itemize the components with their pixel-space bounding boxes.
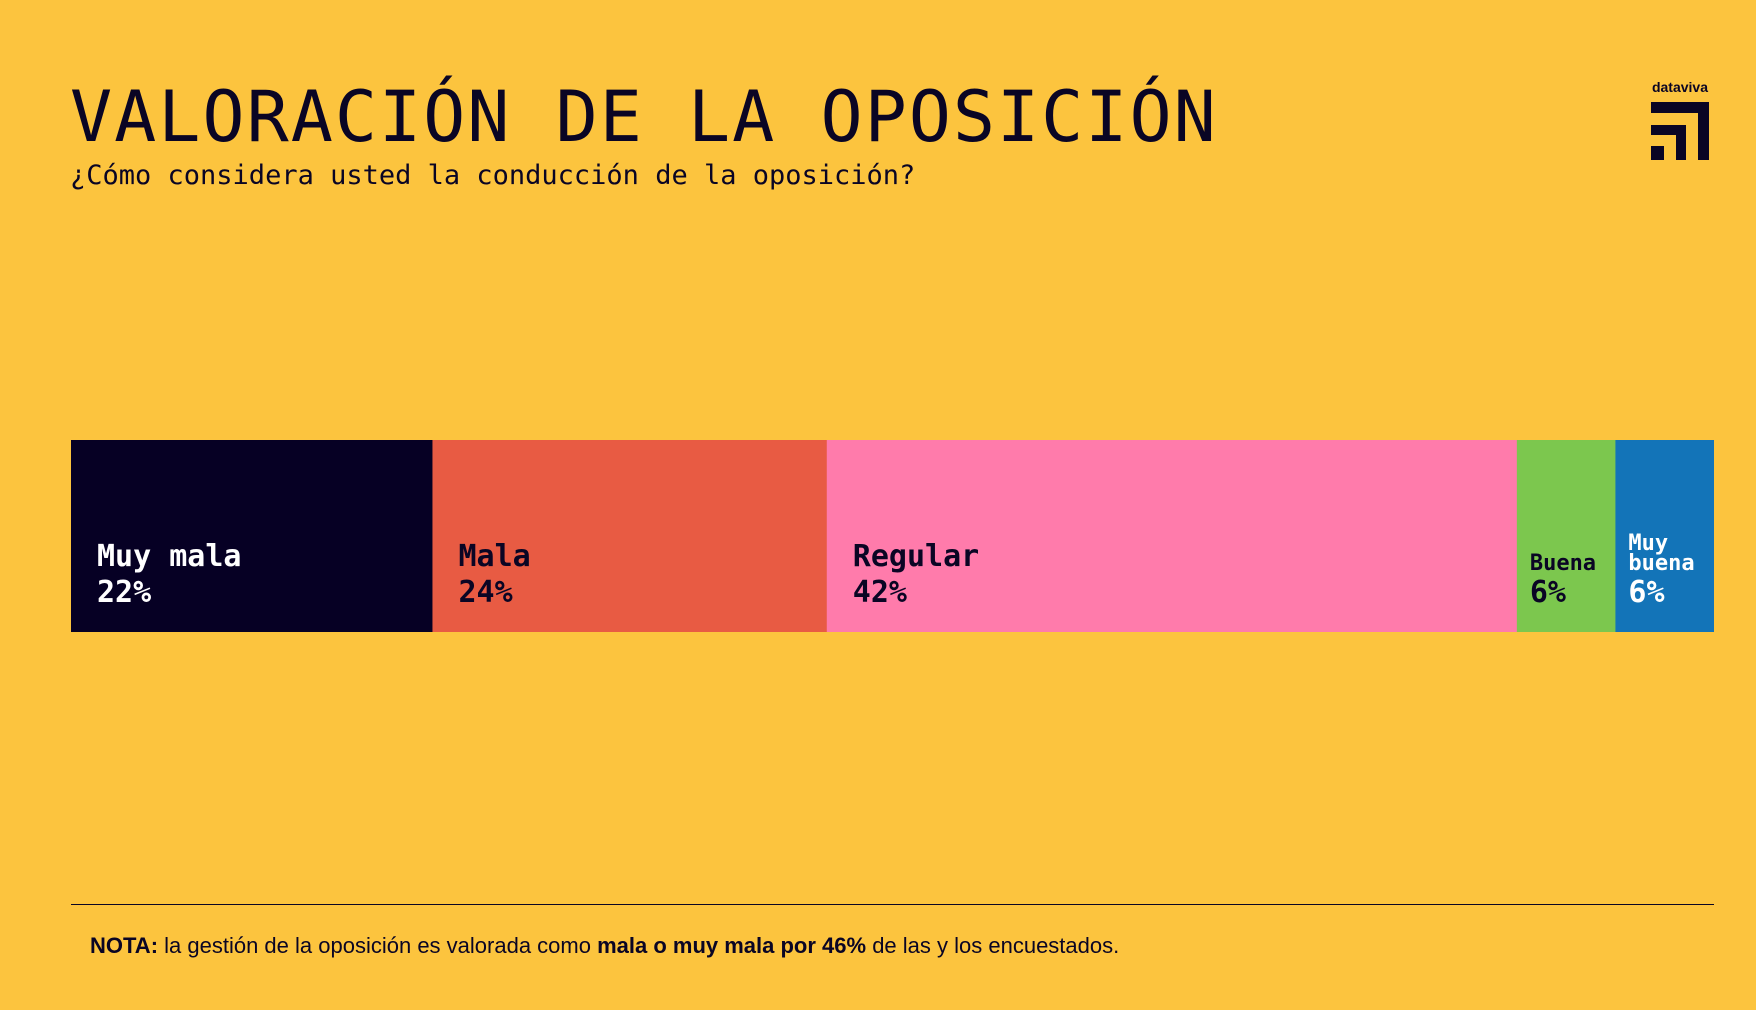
bar-segment-mala	[432, 440, 828, 632]
category-label-regular: Regular	[853, 539, 979, 574]
category-label-buena: Buena	[1530, 551, 1596, 576]
note-emphasis: mala o muy mala por 46%	[597, 933, 867, 958]
stacked-bar-chart: Muy mala22%Mala24%Regular42%Buena6%Muybu…	[71, 440, 1714, 632]
category-label-muy-mala: Muy mala	[97, 539, 242, 574]
note-text-before: la gestión de la oposición es valorada c…	[158, 933, 598, 958]
bar-segment-regular	[826, 440, 1518, 632]
value-label-mala: 24%	[458, 575, 512, 610]
bar-segment-buena	[1516, 440, 1616, 632]
bar-segment-muy-buena	[1615, 440, 1714, 632]
chart-subtitle: ¿Cómo considera usted la conducción de l…	[70, 160, 916, 191]
note-prefix: NOTA:	[90, 933, 159, 958]
chart-title: VALORACIÓN DE LA OPOSICIÓN	[70, 76, 1218, 158]
note-text-after: de las y los encuestados.	[866, 933, 1120, 958]
value-label-regular: 42%	[853, 575, 907, 610]
category-label-mala: Mala	[458, 539, 530, 574]
value-label-muy-mala: 22%	[97, 575, 151, 610]
dataviva-logo-icon	[1651, 102, 1709, 160]
brand[interactable]: dataviva	[1645, 80, 1715, 160]
value-label-buena: 6%	[1530, 575, 1566, 610]
category-label-muy-buena-line-1: Muy	[1628, 531, 1668, 556]
category-label-muy-buena-line-2: buena	[1628, 551, 1694, 576]
bar-segment-muy-mala	[71, 440, 433, 632]
footnote: NOTA: la gestión de la oposición es valo…	[90, 933, 1119, 959]
brand-name: dataviva	[1651, 79, 1709, 95]
footer-divider	[71, 904, 1714, 905]
value-label-muy-buena: 6%	[1628, 575, 1664, 610]
